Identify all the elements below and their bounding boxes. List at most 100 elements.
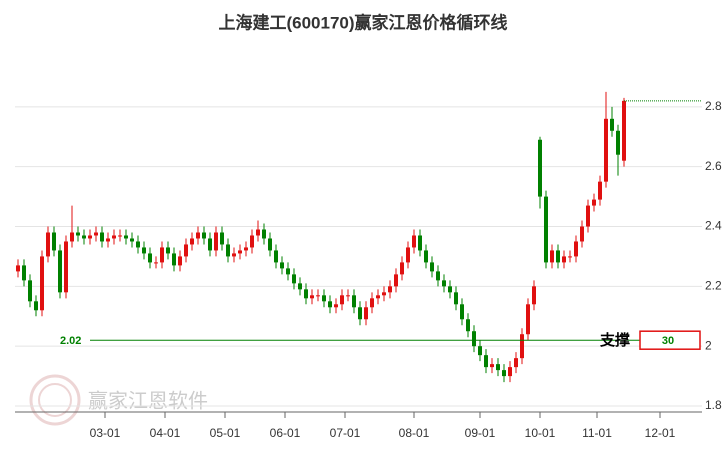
candle-body xyxy=(94,232,98,236)
candle-body xyxy=(28,280,32,302)
candle-body xyxy=(238,250,242,254)
candle-body xyxy=(250,235,254,248)
candle-body xyxy=(310,295,314,299)
candle-body xyxy=(58,250,62,293)
support-box-label: 30 xyxy=(662,335,674,347)
x-tick-label: 05-01 xyxy=(210,426,241,440)
x-tick-label: 03-01 xyxy=(90,426,121,440)
support-name: 支撑 xyxy=(599,331,630,349)
y-tick-label: 1.8 xyxy=(705,398,722,412)
watermark-logo xyxy=(29,374,81,426)
y-tick-label: 2.8 xyxy=(705,99,722,113)
candle-body xyxy=(502,370,506,377)
candle-body xyxy=(580,226,584,242)
candle-body xyxy=(622,100,626,161)
candle-body xyxy=(220,232,224,245)
candle-body xyxy=(262,229,266,239)
candle-body xyxy=(190,238,194,245)
candle-body xyxy=(562,256,566,263)
candle-body xyxy=(610,118,614,131)
candle-body xyxy=(400,262,404,275)
candle-body xyxy=(292,274,296,284)
candle-body xyxy=(118,235,122,237)
candle-body xyxy=(520,334,524,359)
x-tick-label: 09-01 xyxy=(465,426,496,440)
candle-body xyxy=(604,118,608,182)
candle-body xyxy=(616,130,620,155)
candle-body xyxy=(34,301,38,311)
candle-body xyxy=(226,244,230,257)
candle-body xyxy=(436,271,440,281)
x-tick-label: 08-01 xyxy=(399,426,430,440)
candle-body xyxy=(202,232,206,239)
candle-body xyxy=(286,268,290,275)
candle-body xyxy=(172,253,176,266)
candle-body xyxy=(460,304,464,320)
y-tick-label: 2.6 xyxy=(705,159,722,173)
candle-body xyxy=(136,241,140,248)
candle-body xyxy=(298,283,302,290)
candle-body xyxy=(592,199,596,206)
candle-body xyxy=(178,256,182,266)
candle-body xyxy=(280,262,284,269)
watermark: 赢家江恩软件 xyxy=(88,389,208,412)
candle-body xyxy=(418,235,422,251)
candle-body xyxy=(340,295,344,305)
support-box xyxy=(639,330,701,350)
candle-body xyxy=(322,295,326,302)
candle-body xyxy=(70,232,74,242)
candle-body xyxy=(550,250,554,263)
candle-body xyxy=(448,286,452,293)
candle-body xyxy=(334,304,338,308)
candle-body xyxy=(586,205,590,227)
candle-body xyxy=(352,295,356,308)
candle-body xyxy=(148,253,152,263)
candle-body xyxy=(130,238,134,242)
candle-body xyxy=(316,295,320,297)
candle-body xyxy=(574,241,578,257)
candle-body xyxy=(490,364,494,368)
candle-body xyxy=(244,247,248,251)
candle-body xyxy=(466,319,470,332)
candle-body xyxy=(472,331,476,347)
x-tick-label: 10-01 xyxy=(525,426,556,440)
candle-body xyxy=(364,307,368,320)
candle-body xyxy=(598,181,602,200)
candle-body xyxy=(76,232,80,236)
candle-body xyxy=(112,235,116,239)
candle-body xyxy=(424,250,428,263)
candle-body xyxy=(208,238,212,251)
candle-body xyxy=(514,358,518,368)
chart-title: 上海建工(600170)赢家江恩价格循环线 xyxy=(218,12,507,32)
candle-body xyxy=(442,280,446,287)
candle-body xyxy=(484,355,488,368)
candle-body xyxy=(82,235,86,239)
candle-body xyxy=(544,196,548,263)
candle-body xyxy=(40,256,44,311)
candle-body xyxy=(430,262,434,272)
candle-body xyxy=(346,295,350,297)
candle-body xyxy=(160,247,164,263)
candle-body xyxy=(124,235,128,239)
candle-body xyxy=(142,247,146,254)
candle-body xyxy=(496,364,500,371)
candle-body xyxy=(88,235,92,239)
y-tick-label: 2.2 xyxy=(705,279,722,293)
x-tick-label: 12-01 xyxy=(645,426,676,440)
candle-body xyxy=(196,232,200,239)
candle-body xyxy=(154,262,158,264)
candle-body xyxy=(532,286,536,305)
x-tick-label: 06-01 xyxy=(270,426,301,440)
support-value-label: 2.02 xyxy=(60,335,81,347)
candle-body xyxy=(376,295,380,299)
candle-body xyxy=(526,304,530,335)
candle-body xyxy=(268,238,272,251)
candle-body xyxy=(304,289,308,299)
candle-body xyxy=(100,232,104,242)
candle-body xyxy=(370,298,374,308)
candle-body xyxy=(232,253,236,257)
x-tick-label: 04-01 xyxy=(150,426,181,440)
candle-body xyxy=(166,247,170,254)
